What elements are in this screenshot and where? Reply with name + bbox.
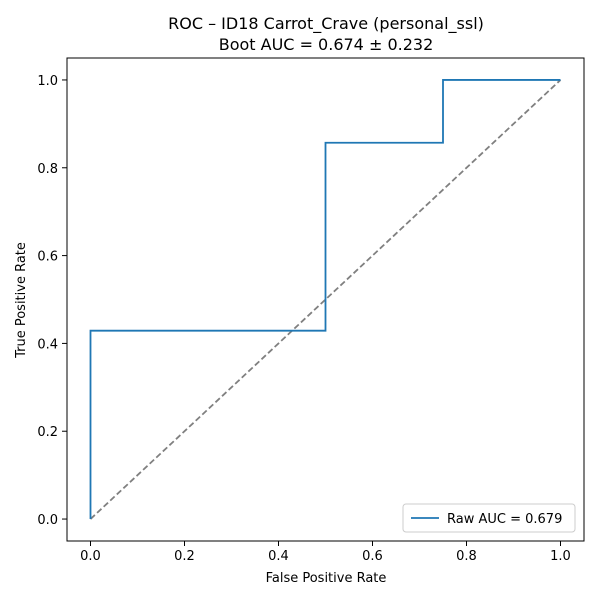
reference-diagonal-line	[89, 79, 562, 520]
y-tick-label: 0.4	[37, 337, 58, 352]
x-tick-label: 0.4	[268, 549, 289, 564]
plot-frame	[66, 57, 585, 542]
y-tick-label: 0.8	[37, 162, 58, 177]
chart-subtitle: Boot AUC = 0.674 ± 0.232	[219, 35, 434, 54]
legend-entry-label: Raw AUC = 0.679	[447, 512, 562, 527]
plot-area: 0.0 0.2 0.4 0.6 0.8 1.0 0.0 0.2 0.4 0.6 0.8 1.0	[37, 57, 585, 564]
y-tick-label: 0.6	[37, 250, 58, 265]
x-tick-label: 0.2	[174, 549, 195, 564]
x-tick-label: 0.0	[80, 549, 101, 564]
y-tick-label: 1.0	[37, 74, 58, 89]
x-tick-label: 1.0	[550, 549, 571, 564]
y-tick-label: 0.2	[37, 425, 58, 440]
x-axis-label: False Positive Rate	[266, 571, 387, 586]
y-tick-label: 0.0	[37, 513, 58, 528]
roc-curve-line	[89, 79, 561, 520]
legend: Raw AUC = 0.679	[402, 503, 576, 533]
y-axis-label: True Positive Rate	[14, 242, 29, 359]
chart-title: ROC – ID18 Carrot_Crave (personal_ssl)	[168, 14, 484, 34]
x-tick-label: 0.8	[456, 549, 477, 564]
legend-box	[402, 503, 576, 533]
x-tick-label: 0.6	[362, 549, 383, 564]
